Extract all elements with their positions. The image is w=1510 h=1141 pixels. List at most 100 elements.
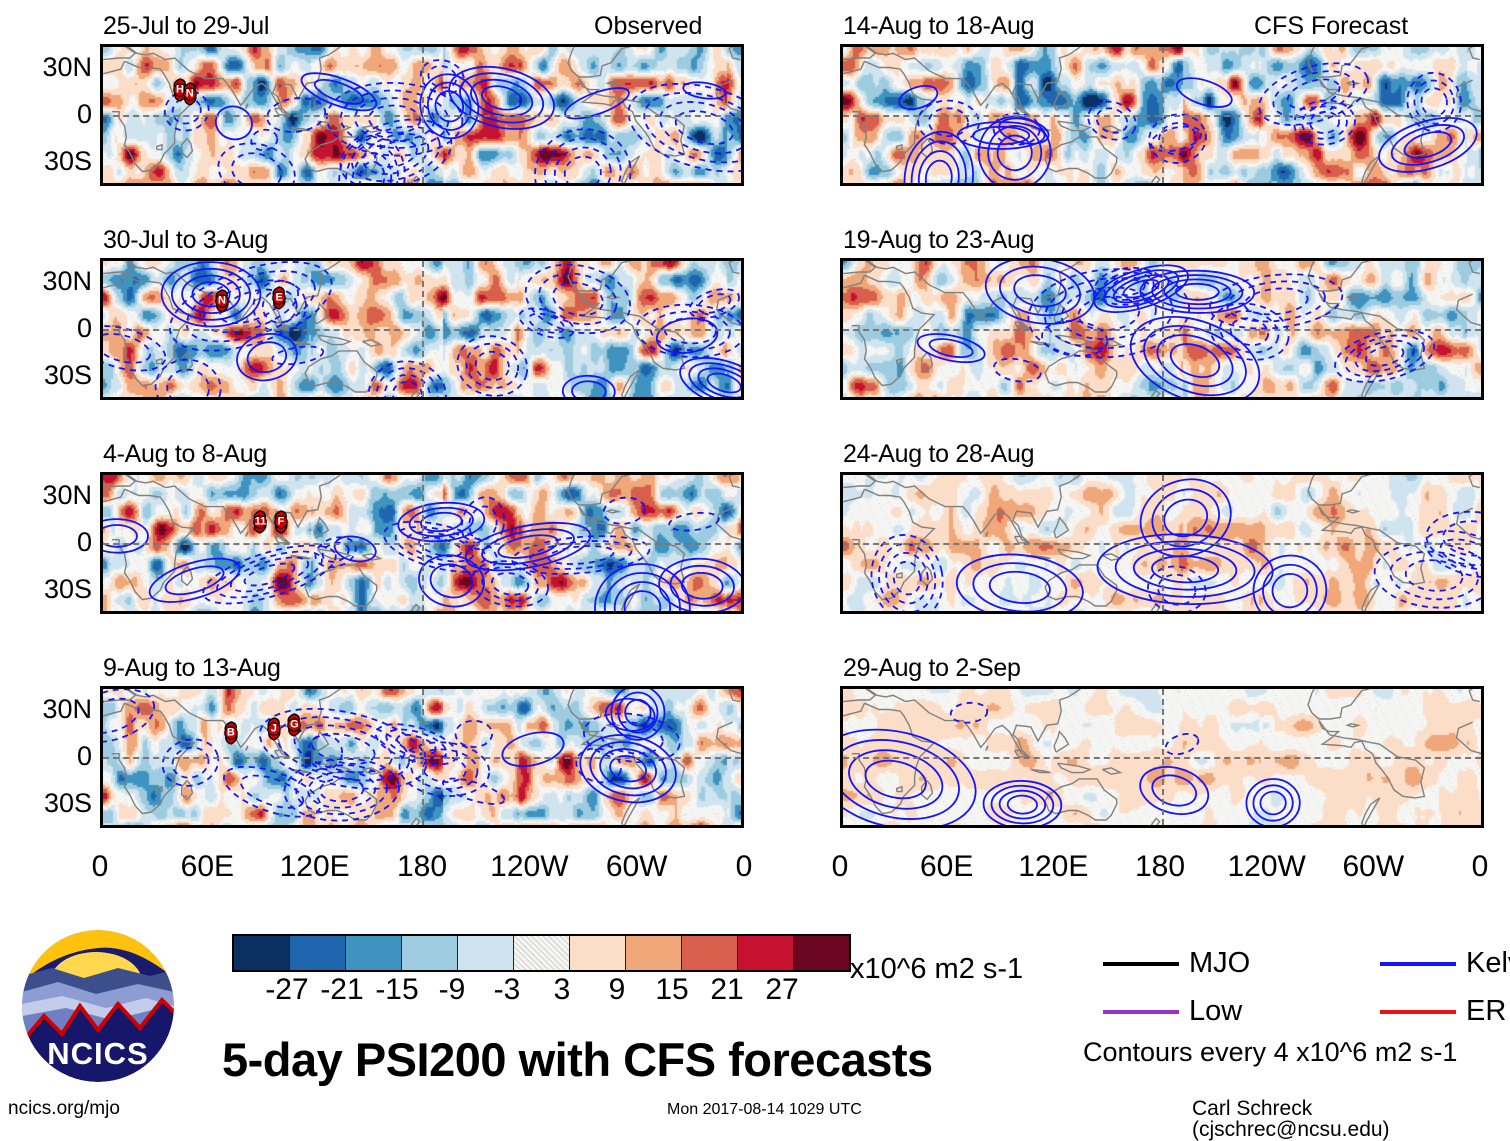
legend-line-swatch [1103, 961, 1179, 966]
x-axis-tick [103, 686, 106, 689]
y-axis-tick [840, 379, 843, 382]
x-axis-tick [950, 44, 953, 47]
x-axis-tick-label: 60W [605, 850, 668, 883]
dateline-marker [1162, 475, 1164, 611]
x-axis-tick [1058, 611, 1061, 614]
x-axis-tick [1433, 397, 1436, 400]
x-axis-tick [103, 611, 106, 614]
colorbar-segment [402, 936, 458, 970]
y-axis-tick-label: 30S [43, 146, 92, 177]
panel-title: 19-Aug to 23-Aug [843, 226, 1035, 254]
x-axis-tick [1380, 183, 1383, 186]
colorbar-tick-label: -27 [265, 973, 309, 1006]
x-axis-tick [1219, 611, 1222, 614]
x-axis-tick [1004, 611, 1007, 614]
x-axis-tick [897, 611, 900, 614]
dateline-marker [1162, 47, 1164, 183]
colorbar-tick-label: -15 [375, 973, 419, 1006]
x-axis-tick [532, 825, 535, 828]
x-axis-tick [371, 472, 374, 475]
x-axis-tick [157, 44, 160, 47]
y-axis-tick [840, 118, 843, 121]
x-axis-tick [1326, 686, 1329, 689]
footer-timestamp: Mon 2017-08-14 1029 UTC [667, 1101, 862, 1118]
x-axis-tick [264, 258, 267, 261]
x-axis-tick [479, 183, 482, 186]
x-axis-tick [950, 825, 953, 828]
y-axis-tick-label: 30S [43, 360, 92, 391]
dateline-marker [1162, 689, 1164, 825]
y-axis-labels: 30N 0 30S [4, 686, 92, 828]
colorbar-tick-label: 21 [710, 973, 744, 1006]
x-axis-tick-label: 120W [1227, 850, 1306, 883]
y-axis-tick [100, 546, 103, 549]
x-axis-tick [586, 258, 589, 261]
x-axis-tick [371, 183, 374, 186]
map-plot-area: 11 F [100, 472, 744, 614]
y-axis-tick [840, 713, 843, 716]
x-axis-tick [1004, 472, 1007, 475]
tropical-cyclone-marker: N [178, 81, 202, 107]
x-axis-tick-label: 60E [919, 850, 974, 883]
page-title: 5-day PSI200 with CFS forecasts [222, 1033, 933, 1086]
storm-label: J [270, 722, 277, 735]
coastlines [843, 261, 1481, 397]
y-axis-tick-label: 30N [42, 265, 92, 296]
x-axis-tick [1111, 472, 1114, 475]
x-axis-tick [586, 472, 589, 475]
storm-label: H [175, 83, 184, 96]
x-axis-tick [479, 472, 482, 475]
x-axis-tick [1165, 611, 1168, 614]
y-axis-tick [840, 499, 843, 502]
x-axis-tick [1326, 258, 1329, 261]
y-axis-tick [100, 593, 103, 596]
x-axis-tick [318, 183, 321, 186]
x-axis-tick [843, 611, 846, 614]
x-axis-tick [210, 686, 213, 689]
x-axis-tick [897, 183, 900, 186]
x-axis-tick [693, 825, 696, 828]
y-axis-tick [100, 499, 103, 502]
x-axis-tick [1219, 472, 1222, 475]
panel-title: 30-Jul to 3-Aug [103, 226, 269, 254]
coastlines [103, 261, 741, 397]
contour-interval-note: Contours every 4 x10^6 m2 s-1 [1083, 1037, 1458, 1067]
x-axis-tick [1165, 686, 1168, 689]
coastlines [843, 47, 1481, 183]
y-axis-tick [100, 807, 103, 810]
x-axis-tick [371, 611, 374, 614]
panel-title: 25-Jul to 29-Jul [103, 12, 270, 40]
panel-title: 24-Aug to 28-Aug [843, 440, 1035, 468]
y-axis-tick [840, 807, 843, 810]
panel-title: 4-Aug to 8-Aug [103, 440, 267, 468]
x-axis-tick [103, 44, 106, 47]
y-axis-tick-label: 30S [43, 788, 92, 819]
x-axis-tick-label: 120E [1018, 850, 1089, 883]
x-axis-tick [897, 472, 900, 475]
footer-site-link[interactable]: ncics.org/mjo [8, 1098, 120, 1119]
x-axis-tick [1433, 825, 1436, 828]
map-plot-area [840, 686, 1484, 828]
tropical-cyclone-marker: 11 [248, 509, 272, 535]
x-axis-tick-label: 120E [279, 850, 350, 883]
x-axis-tick [897, 825, 900, 828]
x-axis-tick [950, 397, 953, 400]
y-axis-tick [1481, 713, 1484, 716]
panel-title: 14-Aug to 18-Aug [843, 12, 1035, 40]
x-axis-tick [1380, 258, 1383, 261]
x-axis-tick [1433, 611, 1436, 614]
colorbar-segment [738, 936, 794, 970]
x-axis-tick [1219, 686, 1222, 689]
x-axis-tick-label: 60W [1342, 850, 1405, 883]
y-axis-tick [741, 379, 744, 382]
x-axis-tick [264, 397, 267, 400]
dateline-marker [422, 47, 424, 183]
y-axis-labels: 30N 0 30S [4, 258, 92, 400]
colorbar-tick-label: 15 [655, 973, 689, 1006]
storm-label: 11 [254, 515, 267, 528]
tropical-cyclone-marker: G [282, 712, 306, 738]
x-axis-tick [843, 397, 846, 400]
y-axis-tick [840, 71, 843, 74]
